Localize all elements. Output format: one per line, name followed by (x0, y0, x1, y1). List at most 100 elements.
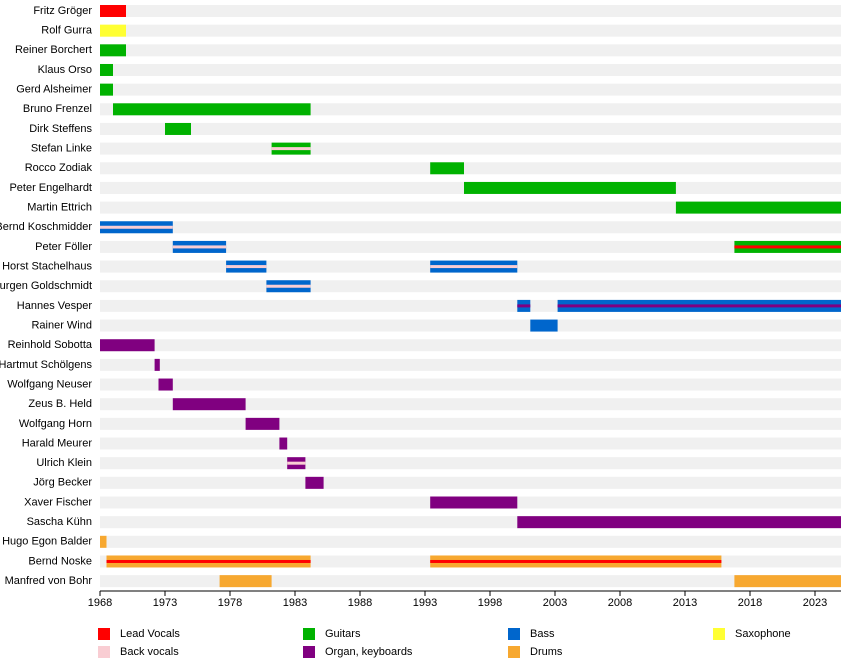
tenure-bar (219, 575, 272, 588)
member-label: Rainer Wind (31, 319, 92, 331)
member-label: Bruno Frenzel (23, 103, 92, 115)
member-label: Manfred von Bohr (5, 575, 93, 587)
member-label: Stefan Linke (31, 143, 92, 155)
member-label: Wolfgang Neuser (7, 378, 92, 390)
tenure-bar (675, 201, 841, 214)
tenure-stripe (266, 284, 311, 288)
tenure-bar (279, 437, 288, 450)
member-label: Fritz Gröger (33, 5, 92, 17)
row-band (100, 280, 841, 293)
member-label: Rolf Gurra (41, 25, 93, 37)
member-label: Ulrich Klein (36, 457, 92, 469)
tenure-bar (158, 378, 173, 391)
member-label: Bernd Noske (28, 555, 92, 567)
legend-swatch (303, 628, 315, 640)
member-label: Jurgen Goldschmidt (0, 280, 92, 292)
member-label: Rocco Zodiak (25, 162, 93, 174)
member-label: Peter Engelhardt (9, 182, 92, 194)
x-tick-label: 2008 (608, 597, 632, 609)
tenure-stripe (226, 265, 267, 269)
tenure-bar (464, 181, 676, 194)
row-band (100, 417, 841, 430)
row-band (100, 437, 841, 450)
legend-swatch (98, 646, 110, 658)
legend-swatch (98, 628, 110, 640)
row-band (100, 221, 841, 234)
member-label: Hannes Vesper (17, 300, 93, 312)
tenure-bar (305, 476, 324, 489)
tenure-bar (100, 44, 126, 57)
member-label: Hugo Egon Balder (2, 536, 92, 548)
row-band (100, 24, 841, 37)
row-band (100, 240, 841, 253)
member-label: Horst Stachelhaus (2, 260, 92, 272)
legend-swatch (508, 628, 520, 640)
tenure-bar (430, 162, 464, 175)
x-tick-label: 2018 (738, 597, 762, 609)
row-band (100, 201, 841, 214)
tenure-bar (100, 535, 107, 548)
row-band (100, 162, 841, 175)
tenure-bar (100, 83, 113, 96)
member-label: Jörg Becker (33, 477, 92, 489)
tenure-stripe (430, 559, 722, 563)
row-band (100, 122, 841, 135)
legend-swatch (303, 646, 315, 658)
tenure-bar (100, 5, 126, 17)
tenure-stripe (430, 265, 518, 269)
legend-label: Saxophone (735, 628, 791, 640)
legend-swatch (713, 628, 725, 640)
x-tick-label: 1998 (478, 597, 502, 609)
x-tick-label: 1968 (88, 597, 112, 609)
x-tick-label: 2023 (803, 597, 827, 609)
x-tick-label: 1988 (348, 597, 372, 609)
tenure-bar (517, 516, 841, 529)
legend-swatch (508, 646, 520, 658)
tenure-bar (430, 496, 518, 509)
tenure-bar (245, 417, 280, 430)
tenure-stripe (271, 147, 311, 151)
row-band (100, 476, 841, 489)
member-label: Dirk Steffens (29, 123, 92, 135)
tenure-stripe (172, 245, 227, 249)
row-band (100, 5, 841, 17)
member-label: Wolfgang Horn (19, 418, 92, 430)
member-label: Hartmut Schölgens (0, 359, 92, 371)
legend-label: Back vocals (120, 646, 179, 658)
member-label: Xaver Fischer (24, 496, 92, 508)
tenure-stripe (557, 304, 841, 308)
row-band (100, 358, 841, 371)
tenure-bar (100, 63, 113, 76)
member-label: Gerd Alsheimer (16, 84, 92, 96)
member-label: Klaus Orso (38, 64, 92, 76)
tenure-bar (100, 339, 155, 352)
tenure-bar (154, 358, 160, 371)
tenure-stripe (734, 245, 841, 249)
row-band (100, 398, 841, 411)
x-tick-label: 2013 (673, 597, 697, 609)
legend-label: Drums (530, 646, 563, 658)
x-tick-label: 1973 (153, 597, 177, 609)
row-band (100, 83, 841, 96)
member-label: Harald Meurer (22, 437, 93, 449)
row-band (100, 457, 841, 470)
tenure-bar (734, 575, 841, 588)
member-label: Reiner Borchert (15, 44, 92, 56)
tenure-bar (100, 24, 126, 37)
legend-label: Organ, keyboards (325, 646, 413, 658)
legend-label: Guitars (325, 628, 361, 640)
member-label: Martin Ettrich (27, 202, 92, 214)
x-tick-label: 2003 (543, 597, 567, 609)
tenure-stripe (517, 304, 531, 308)
legend-label: Bass (530, 628, 555, 640)
row-band (100, 339, 841, 352)
row-band (100, 319, 841, 332)
row-band (100, 378, 841, 391)
tenure-stripe (106, 559, 311, 563)
member-label: Sascha Kühn (27, 516, 92, 528)
tenure-bar (165, 122, 191, 135)
tenure-bar (172, 398, 246, 411)
row-band (100, 44, 841, 57)
row-band (100, 142, 841, 155)
